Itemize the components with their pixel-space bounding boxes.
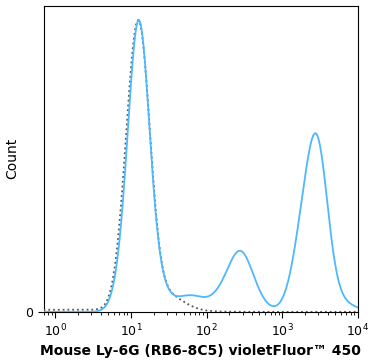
Y-axis label: Count: Count — [6, 138, 20, 179]
X-axis label: Mouse Ly-6G (RB6-8C5) violetFluor™ 450: Mouse Ly-6G (RB6-8C5) violetFluor™ 450 — [40, 344, 361, 359]
